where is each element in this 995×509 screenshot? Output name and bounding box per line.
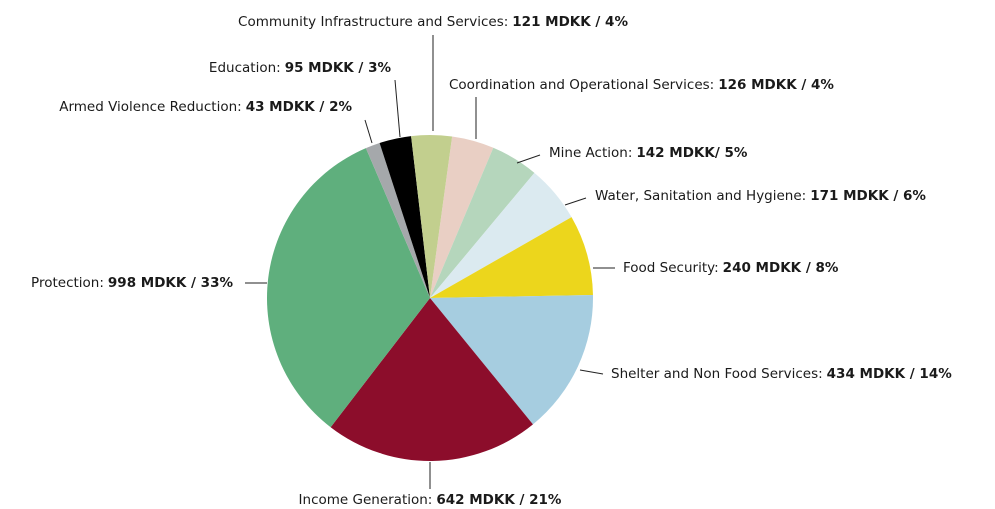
slice-label: Armed Violence Reduction: 43 MDKK / 2% — [59, 99, 352, 115]
slice-name: Education: — [209, 60, 281, 76]
pie-slice — [430, 136, 494, 298]
slice-value: 240 MDKK / 8% — [723, 260, 839, 276]
slice-value: 998 MDKK / 33% — [108, 275, 234, 291]
slice-label: Education: 95 MDKK / 3% — [209, 60, 392, 76]
slice-label: Community Infrastructure and Services: 12… — [238, 14, 628, 30]
slice-label: Income Generation: 642 MDKK / 21% — [299, 492, 562, 508]
leader-line — [579, 369, 604, 375]
slice-value: 43 MDKK / 2% — [246, 99, 353, 115]
slice-label: Water, Sanitation and Hygiene: 171 MDKK /… — [595, 188, 926, 204]
slice-label: Protection: 998 MDKK / 33% — [31, 275, 233, 291]
leader-line — [516, 154, 541, 164]
slice-value: 126 MDKK / 4% — [718, 77, 834, 93]
slice-label: Food Security: 240 MDKK / 8% — [623, 260, 839, 276]
pie-slice — [430, 295, 593, 425]
leader-line — [364, 119, 373, 144]
slice-name: Water, Sanitation and Hygiene: — [595, 188, 806, 204]
slice-name: Armed Violence Reduction: — [59, 99, 241, 115]
pie-slice — [365, 142, 430, 298]
slice-name: Income Generation: — [299, 492, 433, 508]
leader-line — [394, 79, 401, 138]
pie-slice — [330, 298, 533, 462]
slice-name: Food Security: — [623, 260, 719, 276]
pie-slice — [411, 135, 453, 298]
pie-slice — [266, 148, 430, 428]
slice-value: 142 MDKK/ 5% — [636, 145, 747, 161]
slice-name: Community Infrastructure and Services: — [238, 14, 508, 30]
slice-name: Mine Action: — [549, 145, 632, 161]
slice-value: 434 MDKK / 14% — [827, 366, 953, 382]
slice-value: 95 MDKK / 3% — [285, 60, 392, 76]
slice-name: Coordination and Operational Services: — [449, 77, 714, 93]
slice-label: Coordination and Operational Services: 12… — [449, 77, 834, 93]
slice-value: 171 MDKK / 6% — [810, 188, 926, 204]
leader-line — [564, 197, 587, 206]
slice-name: Protection: — [31, 275, 104, 291]
slice-label: Mine Action: 142 MDKK/ 5% — [549, 145, 748, 161]
pie-slice — [430, 172, 572, 298]
pie-slice — [430, 217, 593, 298]
slice-label: Shelter and Non Food Services: 434 MDKK /… — [611, 366, 952, 382]
pie-slice — [379, 136, 430, 298]
slice-value: 121 MDKK / 4% — [512, 14, 628, 30]
slice-name: Shelter and Non Food Services: — [611, 366, 823, 382]
slice-value: 642 MDKK / 21% — [436, 492, 562, 508]
pie-slice — [430, 147, 535, 298]
